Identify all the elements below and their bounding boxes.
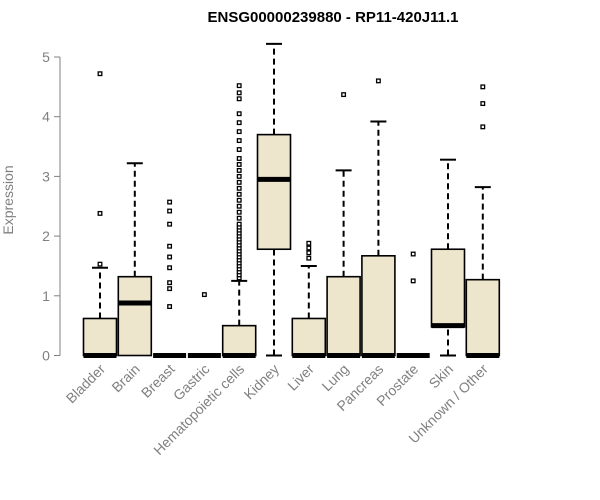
- y-tick-label: 5: [42, 49, 50, 65]
- outlier-point: [236, 147, 242, 152]
- outlier-point: [236, 185, 242, 191]
- outlier-point: [480, 124, 486, 130]
- outlier-point: [167, 286, 173, 292]
- outlier-point: [410, 251, 416, 257]
- box-prostate: [396, 251, 430, 358]
- outlier-point: [236, 197, 242, 203]
- outlier-point: [97, 261, 103, 267]
- outlier-point: [236, 111, 242, 117]
- outlier-point: [306, 255, 312, 261]
- outlier-point: [236, 129, 242, 135]
- outlier-point: [97, 71, 103, 77]
- outlier-point: [236, 83, 242, 89]
- x-tick-label: Bladder: [63, 361, 109, 407]
- x-tick-label: Liver: [284, 361, 317, 394]
- outlier-point: [236, 173, 242, 179]
- y-tick-label: 2: [42, 228, 50, 244]
- outlier-point: [236, 221, 242, 227]
- box-brain: [117, 162, 153, 357]
- box: [430, 248, 466, 328]
- box-skin: [430, 158, 466, 357]
- box: [256, 133, 292, 251]
- box: [361, 255, 396, 357]
- y-tick-label: 4: [42, 109, 50, 125]
- y-tick-label: 3: [42, 168, 50, 184]
- box-breast: [153, 199, 187, 358]
- outlier-point: [236, 179, 242, 185]
- outlier-point: [341, 92, 347, 98]
- outlier-point: [236, 162, 242, 167]
- outlier-point: [236, 203, 242, 209]
- outlier-point: [167, 280, 173, 286]
- y-tick-label: 1: [42, 288, 50, 304]
- x-tick-label: Skin: [426, 361, 457, 392]
- y-tick-label: 0: [42, 348, 50, 364]
- chart-title: ENSG00000239880 - RP11-420J11.1: [207, 9, 458, 26]
- box-series: [82, 42, 501, 358]
- box-kidney: [256, 42, 292, 357]
- y-axis: 0 1 2 3 4 5: [42, 49, 61, 364]
- outlier-point: [410, 278, 416, 284]
- outlier-point: [480, 101, 486, 107]
- box-liver: [291, 240, 327, 358]
- box: [465, 278, 501, 357]
- box: [82, 317, 118, 357]
- outlier-point: [236, 90, 242, 96]
- outlier-point: [167, 265, 173, 271]
- outlier-point: [97, 210, 103, 216]
- outlier-point: [236, 209, 242, 215]
- outlier-point: [167, 221, 173, 227]
- outlier-point: [167, 304, 173, 309]
- outlier-point: [236, 191, 242, 197]
- box-hematopoietic-cells: [221, 83, 257, 358]
- outlier-point: [236, 215, 242, 221]
- box-bladder: [82, 71, 118, 358]
- outlier-point: [201, 292, 207, 298]
- box: [117, 275, 153, 357]
- box-pancreas: [361, 78, 396, 358]
- box: [221, 324, 257, 357]
- outlier-point: [306, 240, 312, 246]
- outlier-point: [306, 245, 312, 251]
- x-tick-label: Kidney: [241, 361, 283, 403]
- y-axis-label: Expression: [0, 165, 16, 234]
- outlier-point: [236, 138, 242, 144]
- outlier-point: [306, 250, 312, 256]
- outlier-point: [167, 199, 173, 205]
- box-gastric: [187, 292, 221, 358]
- outlier-point: [480, 84, 486, 90]
- outlier-point: [236, 156, 242, 161]
- outlier-point: [236, 96, 242, 102]
- outlier-point: [375, 78, 381, 84]
- box: [326, 275, 361, 357]
- outlier-point: [167, 243, 173, 249]
- outlier-point: [167, 208, 173, 214]
- box: [291, 317, 327, 357]
- outlier-point: [236, 167, 242, 173]
- outlier-point: [236, 120, 242, 126]
- box-lung: [326, 92, 361, 358]
- box-unknown-other: [465, 84, 501, 358]
- outlier-point: [167, 254, 173, 260]
